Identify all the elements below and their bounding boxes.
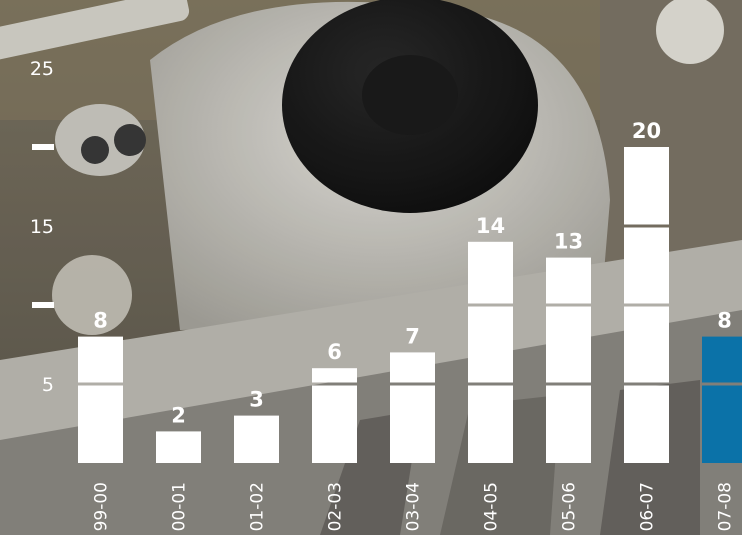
- bar-value-label: 7: [405, 324, 420, 348]
- bar: [468, 241, 513, 463]
- bar-segment: [468, 241, 513, 304]
- bar-segment: [468, 306, 513, 383]
- bar: [546, 257, 591, 463]
- bar-segment: [624, 227, 669, 304]
- bar-segment: [468, 385, 513, 463]
- bar-value-label: 3: [249, 388, 264, 412]
- x-tick-label: 02-03: [326, 482, 346, 531]
- bar-value-label: 8: [93, 309, 108, 333]
- bar: [234, 415, 279, 463]
- bar-segment: [702, 385, 742, 463]
- x-axis-labels: 99-00 00-01 01-02 02-03 03-04 04-05 05-06 06-07…: [92, 482, 736, 531]
- bar-segment: [234, 415, 279, 463]
- bar-segment: [78, 385, 123, 463]
- bar: [624, 147, 669, 463]
- bar-value-label: 13: [554, 230, 583, 254]
- bar-segment: [624, 385, 669, 463]
- bar-value-label: 2: [171, 403, 186, 427]
- bar-segment: [156, 431, 201, 463]
- bar-value-label: 14: [476, 214, 505, 238]
- bar-segment: [312, 385, 357, 463]
- y-tick-label: 15: [30, 216, 54, 238]
- x-tick-label: 03-04: [404, 482, 424, 531]
- bar: [312, 368, 357, 463]
- x-tick-label: 01-02: [248, 482, 268, 531]
- bar-segment: [624, 147, 669, 225]
- value-labels: 8 2 3 6 7 14 13 20 8: [93, 119, 732, 427]
- bar-segment: [546, 306, 591, 383]
- x-tick-label: 04-05: [482, 482, 502, 531]
- bar: [390, 352, 435, 463]
- bar-value-label: 20: [632, 119, 661, 143]
- y-tick-label: 25: [30, 58, 54, 80]
- bar-segment: [624, 306, 669, 383]
- x-tick-label: 99-00: [92, 482, 112, 531]
- bar: [702, 336, 742, 463]
- bars: [78, 147, 742, 463]
- bar-segment: [546, 257, 591, 304]
- bar-value-label: 8: [717, 309, 732, 333]
- x-tick-label: 07-08: [716, 482, 736, 531]
- bar-segment: [546, 385, 591, 463]
- y-tick-mark: [32, 144, 54, 150]
- bar-segment: [702, 336, 742, 383]
- y-tick-mark: [32, 302, 54, 308]
- bar: [78, 336, 123, 463]
- x-tick-label: 06-07: [638, 482, 658, 531]
- bar-segment: [390, 385, 435, 463]
- y-axis: 25 15 5: [30, 58, 54, 396]
- bar-segment: [390, 352, 435, 383]
- bar-segment: [312, 368, 357, 383]
- y-tick-label: 5: [42, 374, 54, 396]
- x-tick-label: 05-06: [560, 482, 580, 531]
- bar: [156, 431, 201, 463]
- bar-value-label: 6: [327, 340, 342, 364]
- x-tick-label: 00-01: [170, 482, 190, 531]
- bar-segment: [78, 336, 123, 383]
